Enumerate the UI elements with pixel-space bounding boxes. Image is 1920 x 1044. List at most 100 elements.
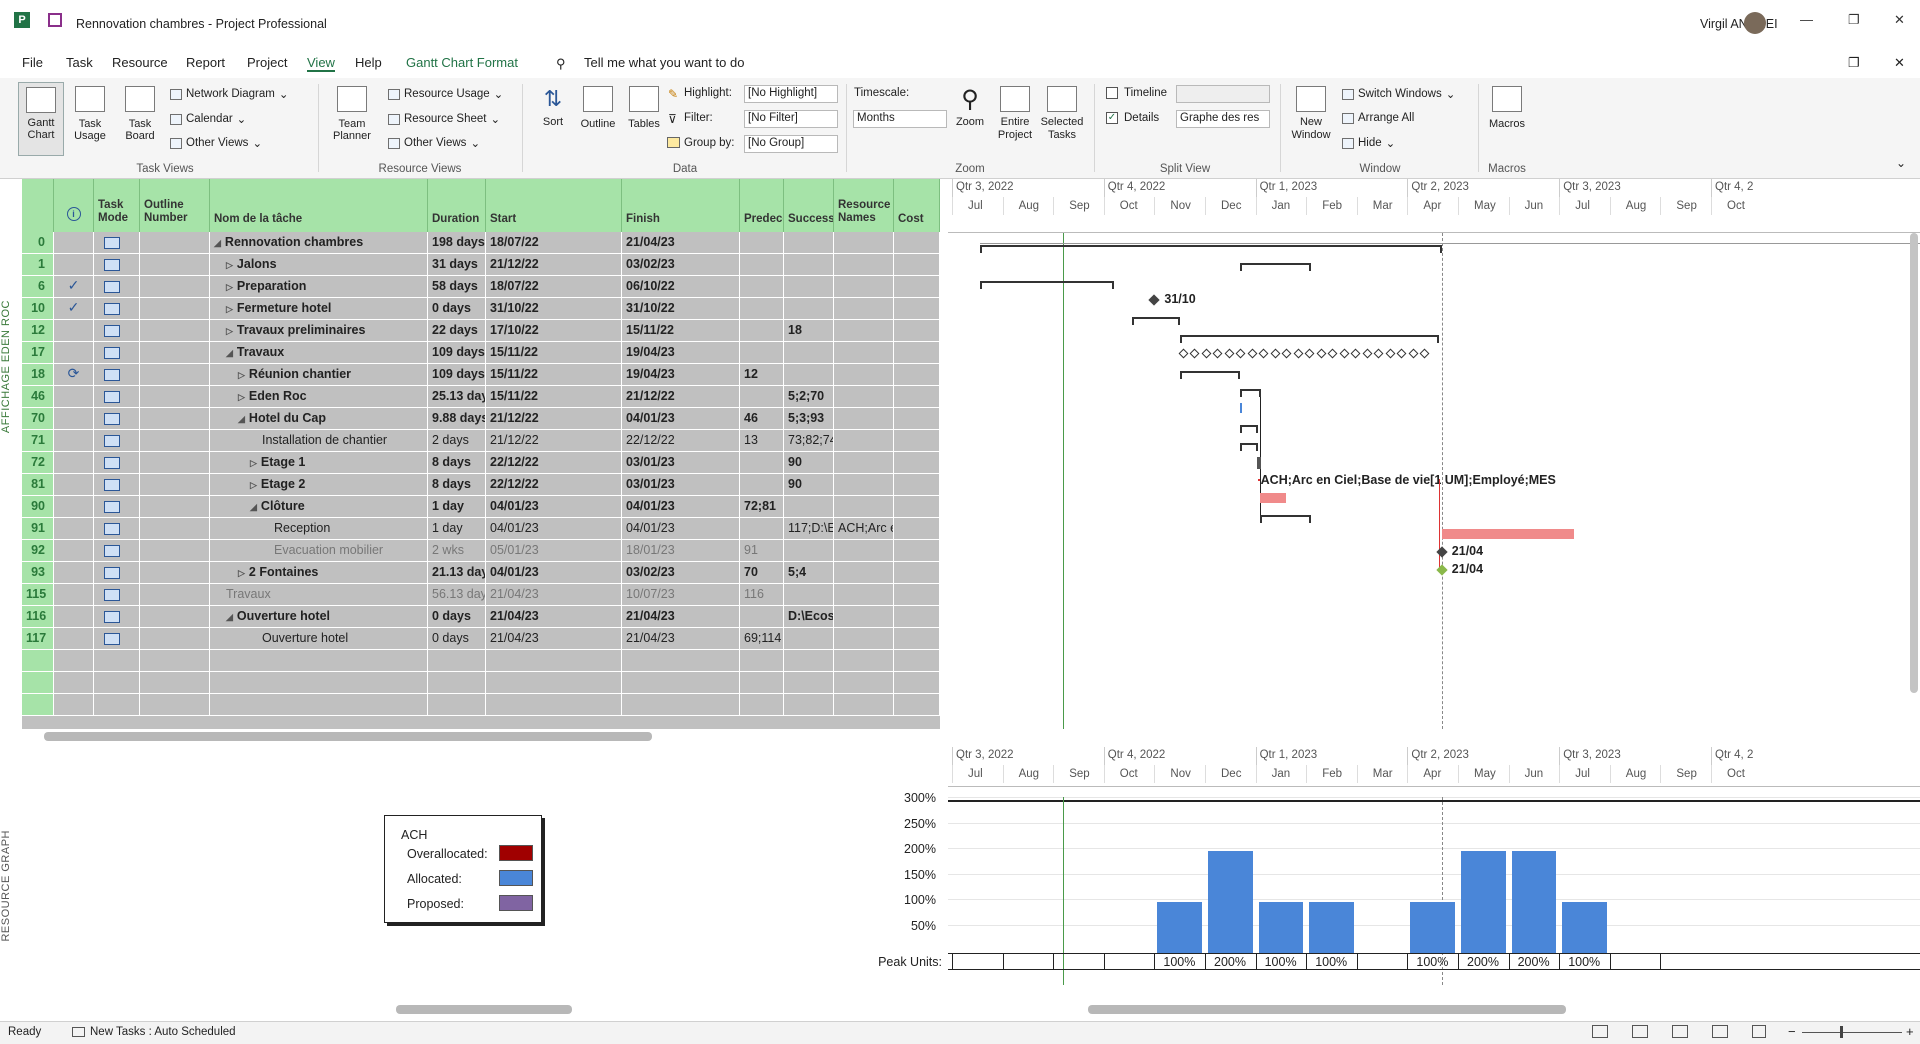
row-id[interactable]: 17 [22, 342, 54, 364]
start-date[interactable]: 15/11/22 [486, 386, 622, 408]
duration[interactable]: 1 day [428, 518, 486, 540]
cost-cell[interactable] [894, 430, 940, 452]
empty-cell[interactable] [210, 672, 428, 694]
empty-cell[interactable] [486, 672, 622, 694]
predecessors[interactable] [740, 276, 784, 298]
successors[interactable] [784, 364, 834, 386]
arrange-all-button[interactable]: Arrange All [1342, 112, 1414, 124]
resource-sheet-shortcut-icon[interactable] [1712, 1025, 1728, 1038]
cost-cell[interactable] [894, 628, 940, 650]
predecessors[interactable]: 12 [740, 364, 784, 386]
task-name[interactable]: ◢ Rennovation chambres [210, 232, 428, 254]
summary-bar[interactable] [1179, 335, 1439, 343]
predecessors[interactable]: 69;114 [740, 628, 784, 650]
project-app-icon[interactable]: P [14, 12, 30, 28]
finish-date[interactable]: 06/10/22 [622, 276, 740, 298]
meeting-milestone[interactable] [1304, 348, 1315, 359]
finish-date[interactable]: 03/02/23 [622, 254, 740, 276]
menu-view[interactable]: View [307, 55, 335, 72]
task-name[interactable]: Ouverture hotel [210, 628, 428, 650]
finish-date[interactable]: 03/01/23 [622, 452, 740, 474]
finish-date[interactable]: 18/01/23 [622, 540, 740, 562]
new-window-button[interactable]: New Window [1288, 86, 1334, 142]
row-id[interactable]: 116 [22, 606, 54, 628]
details-checkbox[interactable]: ✓ [1106, 112, 1118, 124]
empty-cell[interactable] [94, 672, 140, 694]
menu-file[interactable]: File [22, 55, 43, 70]
row-id[interactable]: 115 [22, 584, 54, 606]
task-name[interactable]: Evacuation mobilier [210, 540, 428, 562]
empty-cell[interactable] [894, 672, 940, 694]
resource-sheet-button[interactable]: Resource Sheet ⌄ [388, 112, 500, 126]
predecessors[interactable] [740, 452, 784, 474]
summary-bar[interactable] [1179, 371, 1241, 379]
meeting-milestone[interactable] [1373, 348, 1384, 359]
successors[interactable] [784, 254, 834, 276]
empty-cell[interactable] [622, 672, 740, 694]
cost-cell[interactable] [894, 496, 940, 518]
predecessors[interactable] [740, 254, 784, 276]
empty-cell[interactable] [210, 694, 428, 716]
cost-cell[interactable] [894, 320, 940, 342]
save-icon[interactable] [48, 13, 62, 27]
resource-graph[interactable]: Qtr 3, 2022 Qtr 4, 2022 Qtr 1, 2023 Qtr 2, … [948, 747, 1920, 997]
close-doc-icon[interactable]: ✕ [1894, 55, 1905, 70]
cost-cell[interactable] [894, 276, 940, 298]
finish-date[interactable]: 15/11/22 [622, 320, 740, 342]
allocation-bar[interactable] [1309, 902, 1354, 953]
collapse-icon[interactable]: ◢ [226, 348, 233, 358]
summary-bar[interactable] [1131, 317, 1180, 325]
restore-icon[interactable]: ❐ [1848, 12, 1860, 27]
resource-names[interactable] [834, 430, 894, 452]
row-id[interactable]: 72 [22, 452, 54, 474]
empty-cell[interactable] [740, 650, 784, 672]
start-date[interactable]: 31/10/22 [486, 298, 622, 320]
start-date[interactable]: 15/11/22 [486, 364, 622, 386]
task-mode-cell[interactable] [94, 342, 140, 364]
start-date[interactable]: 22/12/22 [486, 474, 622, 496]
predecessors[interactable] [740, 606, 784, 628]
col-header-task-mode[interactable]: Task Mode [94, 179, 140, 232]
task-mode-cell[interactable] [94, 320, 140, 342]
resource-names[interactable] [834, 474, 894, 496]
meeting-milestone[interactable] [1385, 348, 1396, 359]
task-mode-cell[interactable] [94, 276, 140, 298]
start-date[interactable]: 21/04/23 [486, 584, 622, 606]
avatar[interactable] [1744, 12, 1766, 34]
start-date[interactable]: 21/12/22 [486, 430, 622, 452]
empty-cell[interactable] [894, 650, 940, 672]
task-mode-cell[interactable] [94, 584, 140, 606]
expand-icon[interactable]: ▷ [238, 392, 245, 402]
duration[interactable]: 198 days [428, 232, 486, 254]
start-date[interactable]: 22/12/22 [486, 452, 622, 474]
cost-cell[interactable] [894, 584, 940, 606]
duration[interactable]: 109 days [428, 342, 486, 364]
expand-icon[interactable]: ▷ [226, 304, 233, 314]
finish-date[interactable]: 21/04/23 [622, 606, 740, 628]
resource-names[interactable] [834, 540, 894, 562]
other-views-button[interactable]: Other Views ⌄ [170, 136, 262, 150]
empty-cell[interactable] [834, 672, 894, 694]
table-row[interactable]: 0 ◢ Rennovation chambres 198 days 18/07/22 21… [22, 232, 940, 254]
empty-cell[interactable] [54, 672, 94, 694]
task-name[interactable]: ▷ Réunion chantier [210, 364, 428, 386]
allocation-bar[interactable] [1511, 851, 1557, 953]
task-mode-cell[interactable] [94, 364, 140, 386]
zoom-button[interactable]: ⚲ Zoom [952, 86, 988, 128]
meeting-milestone[interactable] [1408, 348, 1419, 359]
cost-cell[interactable] [894, 386, 940, 408]
summary-bar[interactable] [1240, 425, 1259, 433]
start-date[interactable]: 04/01/23 [486, 562, 622, 584]
successors[interactable] [784, 540, 834, 562]
highlight-select[interactable]: [No Highlight] [744, 85, 838, 103]
task-name[interactable]: ◢ Ouverture hotel [210, 606, 428, 628]
finish-date[interactable]: 19/04/23 [622, 364, 740, 386]
start-date[interactable]: 21/12/22 [486, 408, 622, 430]
task-name[interactable]: ◢ Hotel du Cap [210, 408, 428, 430]
finish-date[interactable]: 04/01/23 [622, 518, 740, 540]
selected-tasks-button[interactable]: Selected Tasks [1040, 86, 1084, 142]
duration[interactable]: 9.88 days [428, 408, 486, 430]
successors[interactable] [784, 342, 834, 364]
summary-bar[interactable] [1259, 515, 1312, 523]
